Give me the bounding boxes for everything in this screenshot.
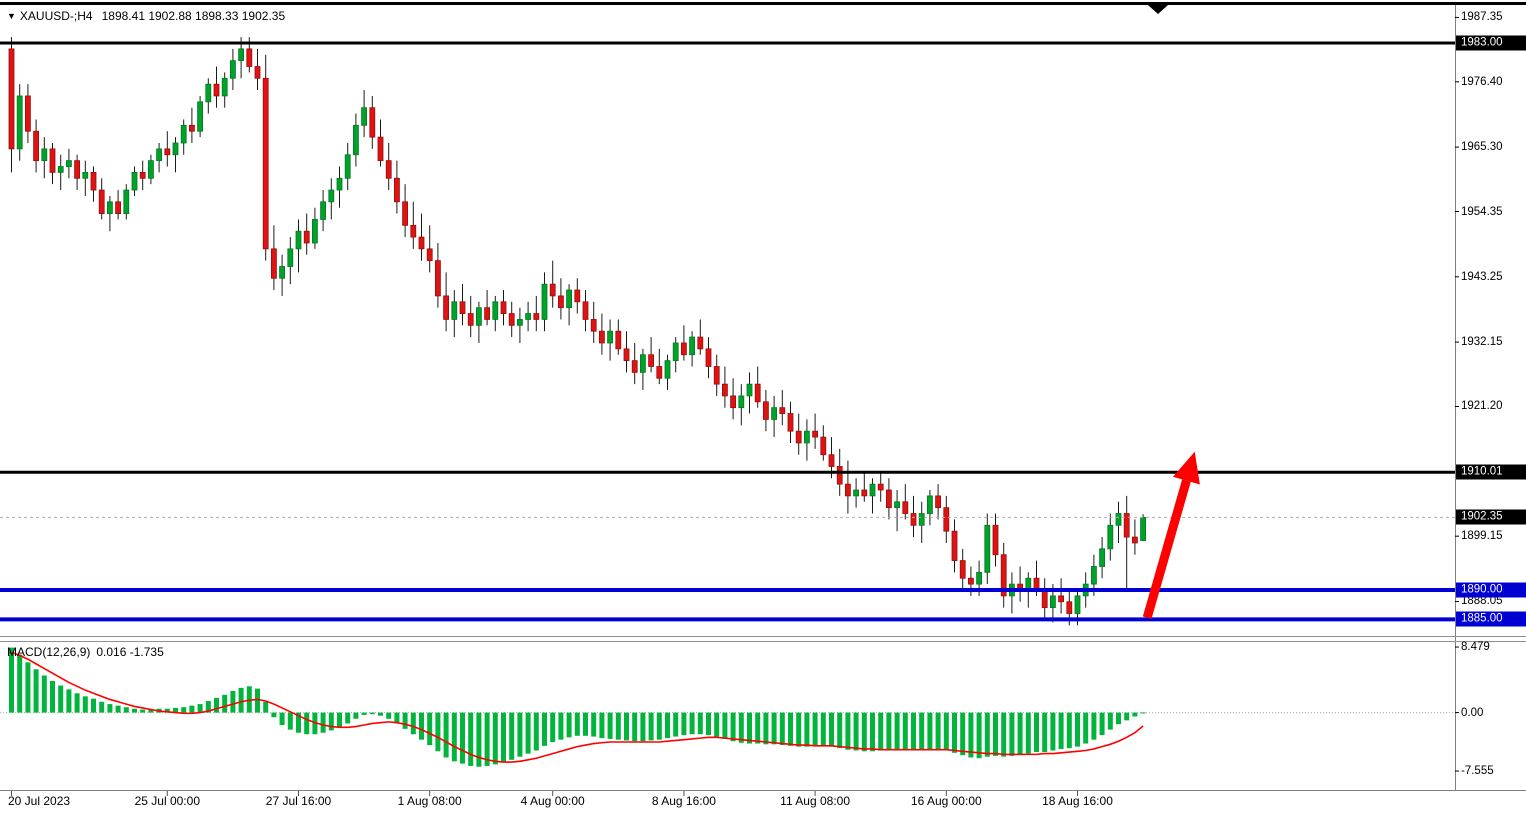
price-tick-label: 1899.15 bbox=[1461, 530, 1503, 543]
date-label: 4 Aug 00:00 bbox=[520, 794, 585, 808]
date-label: 11 Aug 08:00 bbox=[780, 794, 851, 808]
dropdown-arrow-icon[interactable]: ▼ bbox=[7, 11, 16, 21]
symbol-period-label: XAUUSD-;H4 bbox=[19, 9, 93, 23]
trend-arrow-annotation[interactable] bbox=[1142, 451, 1200, 619]
symbol-ohlc-info: ▼ XAUUSD-;H4 1898.41 1902.88 1898.33 1902.… bbox=[7, 9, 285, 23]
price-badge-1902.35: 1902.35 bbox=[1456, 509, 1526, 525]
ohlc-values: 1898.41 1902.88 1898.33 1902.35 bbox=[101, 9, 286, 23]
macd-values: 0.016 -1.735 bbox=[96, 645, 164, 659]
level-lines-layer bbox=[0, 41, 1455, 622]
macd-axis-label: 8.479 bbox=[1461, 641, 1490, 654]
date-label: 8 Aug 16:00 bbox=[651, 794, 716, 808]
price-badge-1983.00: 1983.00 bbox=[1456, 35, 1526, 51]
price-badge-1910.01: 1910.01 bbox=[1456, 464, 1526, 480]
macd-name: MACD(12,26,9) bbox=[7, 645, 91, 659]
price-tick-label: 1943.25 bbox=[1461, 270, 1503, 283]
price-tick-label: 1976.40 bbox=[1461, 75, 1503, 88]
macd-histogram-layer bbox=[0, 647, 1455, 767]
price-badge-1885.00: 1885.00 bbox=[1456, 611, 1526, 627]
price-tick-label: 1921.20 bbox=[1461, 400, 1503, 413]
price-tick-label: 1965.30 bbox=[1461, 141, 1503, 154]
macd-axis-label: 0.00 bbox=[1461, 706, 1484, 719]
price-tick-label: 1932.15 bbox=[1461, 336, 1503, 349]
macd-signal-line bbox=[11, 651, 1144, 763]
candles-layer bbox=[8, 37, 1146, 626]
date-label: 27 Jul 16:00 bbox=[265, 794, 332, 808]
price-tick-label: 1954.35 bbox=[1461, 205, 1503, 218]
date-label: 20 Jul 2023 bbox=[8, 794, 71, 808]
window-top-border bbox=[0, 2, 1526, 5]
date-label: 25 Jul 00:00 bbox=[134, 794, 200, 808]
price-tick-label: 1888.05 bbox=[1461, 595, 1503, 608]
date-label: 18 Aug 16:00 bbox=[1042, 794, 1113, 808]
scroll-marker-icon[interactable] bbox=[1148, 5, 1168, 14]
macd-axis-label: -7.555 bbox=[1461, 765, 1494, 778]
price-badge-1890.00: 1890.00 bbox=[1456, 582, 1526, 598]
price-tick-label: 1987.35 bbox=[1461, 11, 1503, 24]
date-label: 16 Aug 00:00 bbox=[910, 794, 982, 808]
macd-indicator-label: MACD(12,26,9) 0.016 -1.735 bbox=[7, 645, 164, 659]
date-label: 1 Aug 08:00 bbox=[397, 794, 462, 808]
